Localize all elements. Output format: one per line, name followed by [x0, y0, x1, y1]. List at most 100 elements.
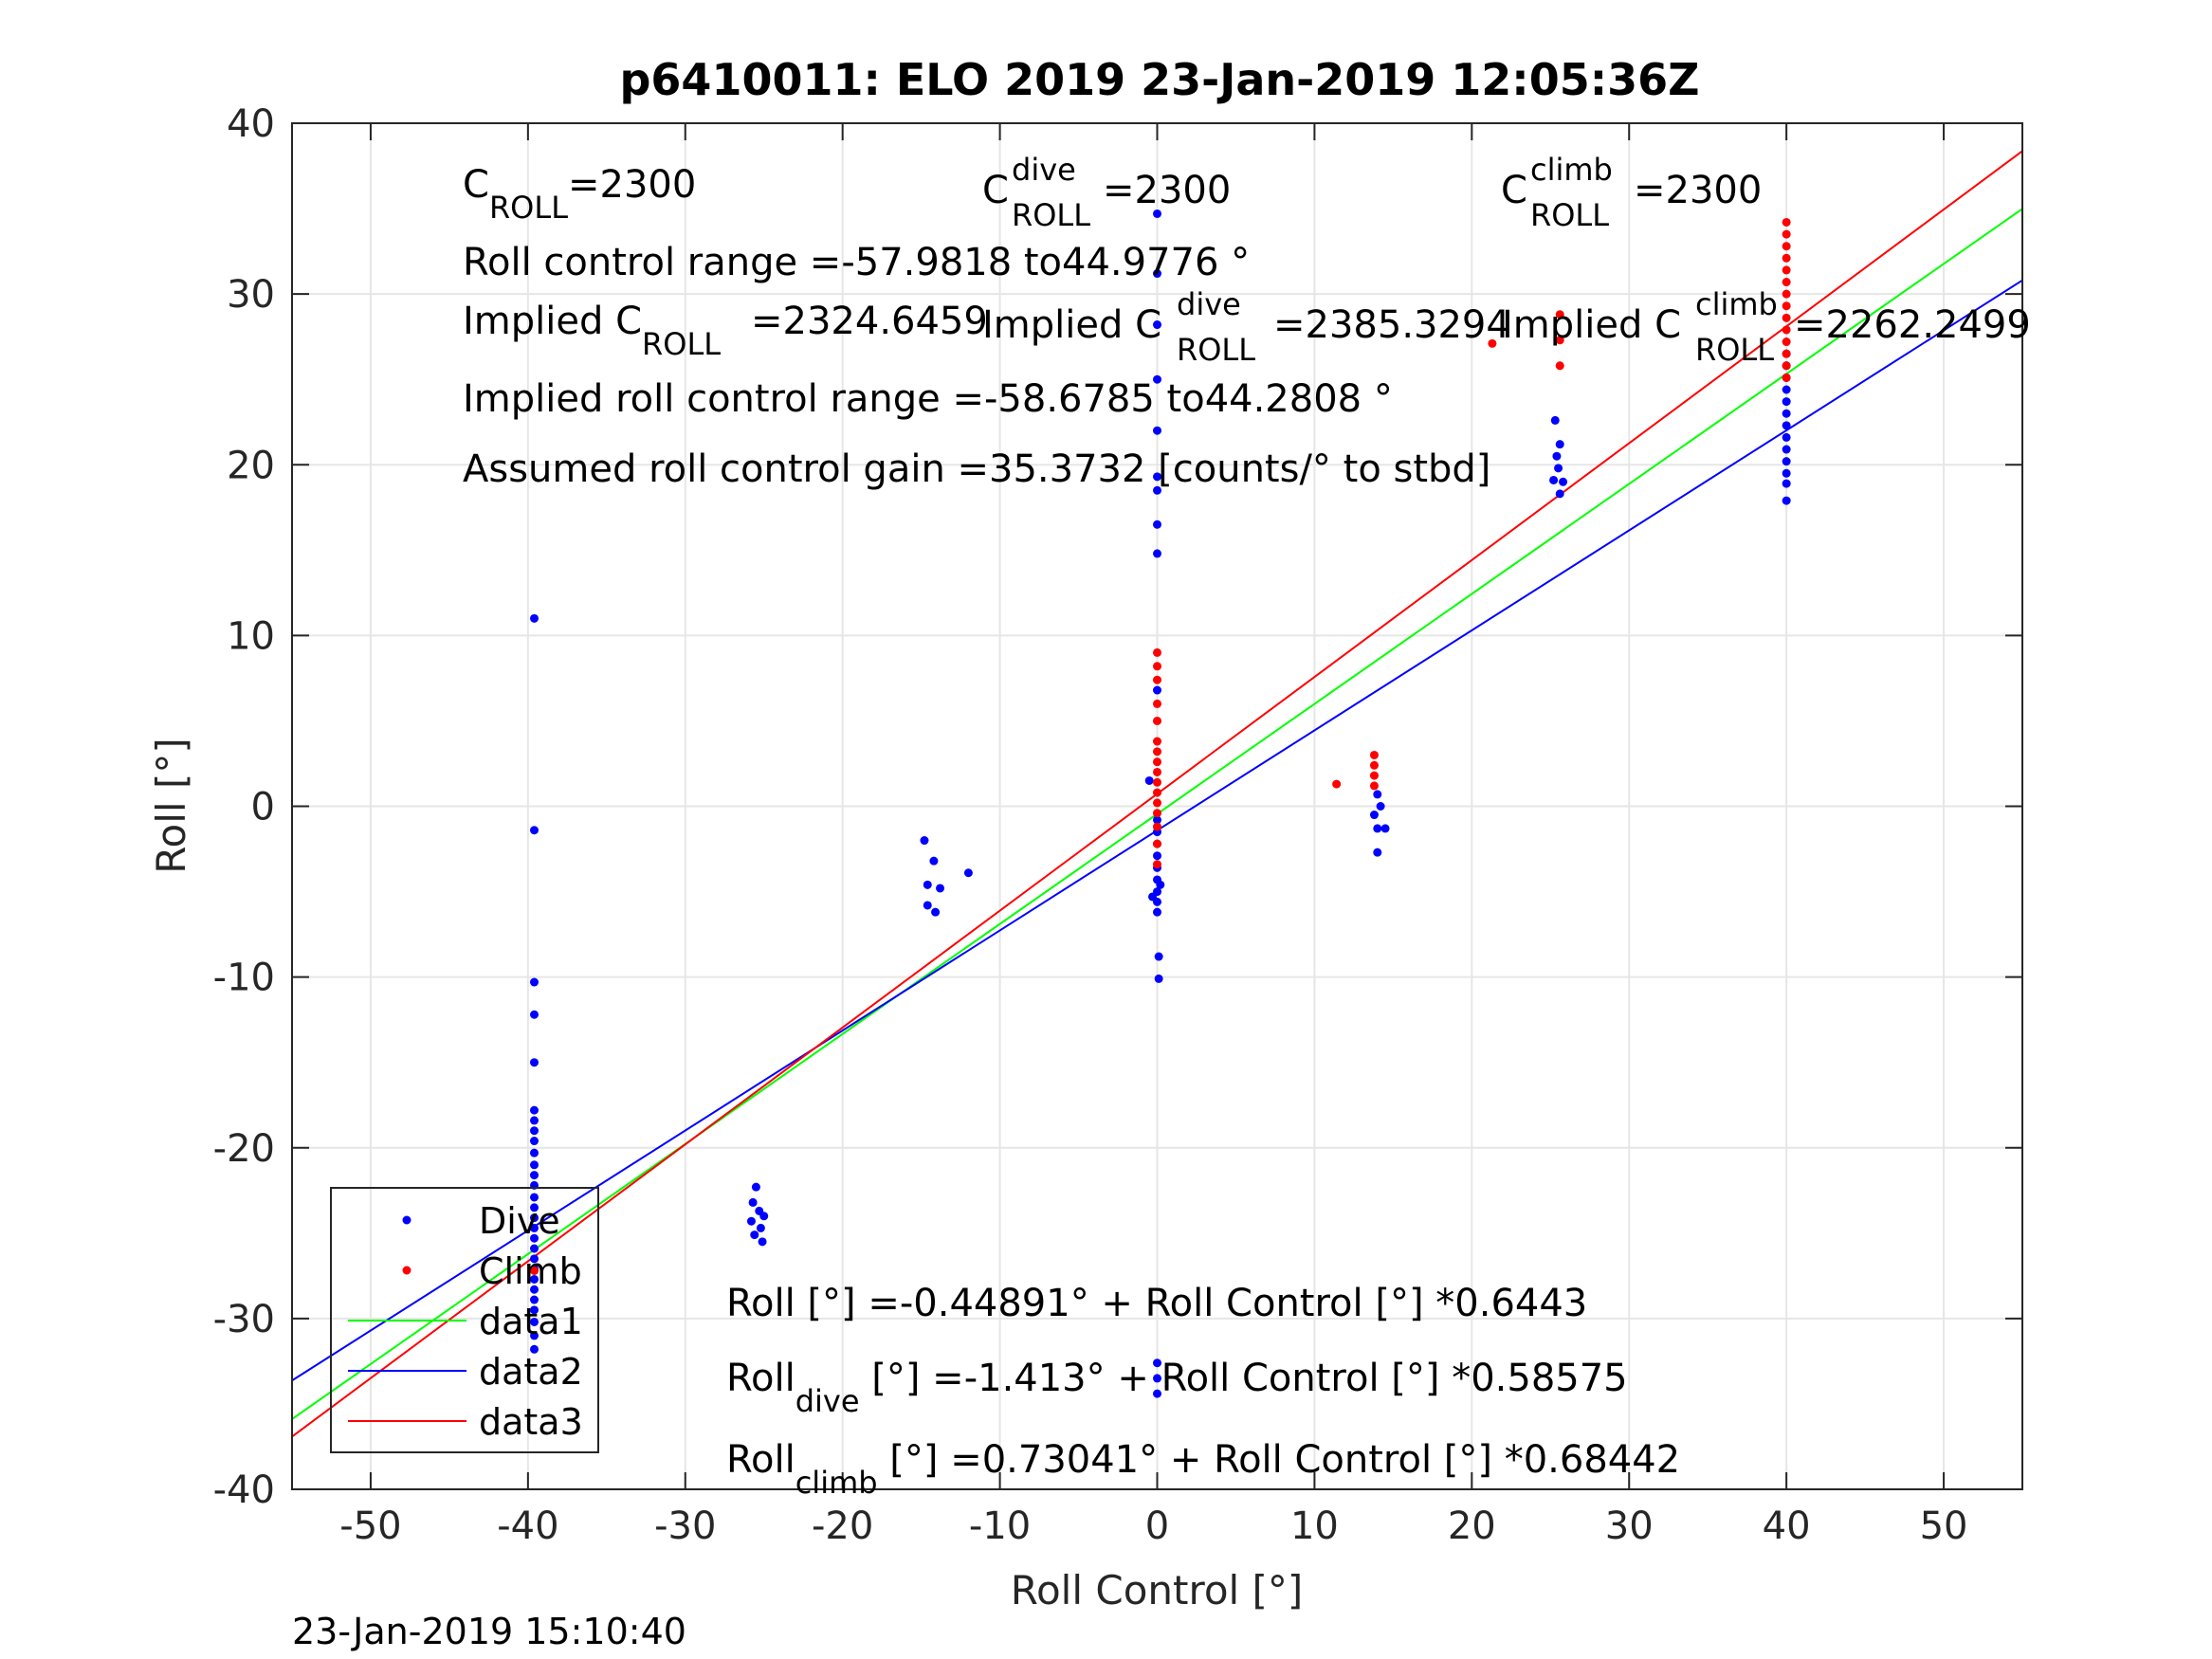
annotation-c-roll-climb: Cclimb ROLL=2300	[1501, 152, 1762, 233]
legend-item-data3: data3	[348, 1401, 583, 1443]
climb-point	[1369, 750, 1379, 759]
climb-point	[1153, 699, 1161, 708]
dive-point	[530, 1295, 539, 1304]
dive-point	[1153, 851, 1161, 861]
dive-point	[936, 884, 945, 893]
dive-point	[1559, 477, 1568, 486]
y-axis-label: Roll [°]	[148, 738, 194, 873]
legend-label-data1: data1	[479, 1301, 583, 1342]
dive-point	[530, 1126, 539, 1136]
dive-point	[1373, 848, 1382, 857]
dive-point	[530, 1160, 539, 1170]
dive-point	[1376, 802, 1385, 811]
dive-point	[530, 1285, 539, 1294]
y-tick-label: 40	[227, 102, 275, 146]
y-tick-label: -30	[213, 1298, 275, 1341]
x-tick-label: -40	[497, 1504, 558, 1548]
dive-point	[530, 826, 539, 835]
timestamp-footer: 23-Jan-2019 15:10:40	[292, 1611, 686, 1652]
dive-point	[1153, 472, 1161, 482]
climb-point	[1555, 310, 1564, 319]
dive-point	[530, 1116, 539, 1125]
dive-point	[758, 1237, 767, 1247]
dive-point	[1153, 485, 1161, 495]
climb-point	[1153, 860, 1161, 869]
dive-point	[530, 1223, 539, 1232]
dive-point	[530, 1193, 539, 1202]
dive-point	[963, 868, 973, 878]
data-points	[530, 209, 1791, 1398]
dive-point	[1153, 1358, 1161, 1368]
climb-point	[1153, 809, 1161, 818]
annotation-c-roll-dive: Cdive ROLL=2300	[982, 152, 1231, 233]
climb-point	[530, 1266, 539, 1275]
dive-point	[1153, 1389, 1161, 1398]
dive-point	[1782, 468, 1791, 478]
annotation-fit-dive: Rolldive [°] =-1.413° + Roll Control [°]…	[726, 1357, 1628, 1419]
dive-point	[1153, 269, 1161, 279]
dive-point	[1153, 209, 1161, 218]
dive-point	[530, 1203, 539, 1212]
dive-point	[1782, 457, 1791, 466]
climb-point	[1153, 675, 1161, 684]
dive-point	[923, 880, 932, 889]
dive-point	[530, 1148, 539, 1158]
climb-point	[1369, 760, 1379, 770]
climb-point	[1782, 229, 1791, 239]
dive-point	[748, 1197, 758, 1207]
dive-point	[1552, 451, 1562, 461]
dive-point	[1153, 320, 1161, 330]
climb-point	[1782, 313, 1791, 322]
dive-point	[1782, 496, 1791, 505]
dive-point	[1555, 489, 1564, 499]
dive-point	[929, 856, 939, 866]
legend-item-dive: Dive	[402, 1200, 560, 1242]
dive-point	[923, 901, 932, 910]
legend-item-data2: data2	[348, 1351, 583, 1393]
dive-point	[1153, 685, 1161, 695]
dive-point	[931, 907, 941, 917]
dive-point	[1369, 811, 1379, 820]
dive-point	[1554, 464, 1563, 473]
dive-point	[530, 1171, 539, 1180]
y-tick-label: -40	[213, 1468, 275, 1512]
climb-point	[1782, 349, 1791, 358]
annotation-implied-c-roll: Implied CROLL=2324.6459	[463, 300, 988, 362]
dive-point	[530, 1344, 539, 1354]
dive-point	[920, 836, 929, 846]
y-tick-label: 10	[227, 614, 275, 658]
climb-point	[1782, 217, 1791, 227]
climb-point	[1488, 338, 1497, 348]
dive-point	[1153, 815, 1161, 825]
legend-item-data1: data1	[348, 1301, 583, 1342]
dive-point	[1549, 475, 1559, 484]
chart-title: p6410011: ELO 2019 23-Jan-2019 12:05:36Z	[620, 54, 1700, 105]
y-tick-label: -20	[213, 1127, 275, 1171]
dive-point	[530, 1254, 539, 1264]
dive-point	[750, 1231, 759, 1240]
y-tick-label: 30	[227, 273, 275, 317]
legend-marker-dive	[402, 1215, 411, 1225]
dive-point	[1782, 397, 1791, 407]
x-tick-label: 50	[1920, 1504, 1968, 1548]
climb-point	[1369, 771, 1379, 780]
legend-label-data3: data3	[479, 1401, 583, 1443]
dive-point	[530, 1105, 539, 1115]
x-tick-label: 0	[1145, 1504, 1169, 1548]
climb-point	[1555, 361, 1564, 371]
dive-point	[530, 1244, 539, 1253]
legend-label-dive: Dive	[479, 1200, 560, 1242]
annotation-fit-climb: Rollclimb [°] =0.73041° + Roll Control […	[726, 1438, 1680, 1501]
dive-point	[1154, 974, 1163, 983]
dive-point	[746, 1216, 756, 1226]
dive-point	[1373, 824, 1382, 833]
legend-item-climb: Climb	[402, 1250, 582, 1292]
climb-point	[1782, 301, 1791, 311]
climb-point	[1153, 737, 1161, 746]
y-tick-label: -10	[213, 957, 275, 1000]
climb-point	[1153, 662, 1161, 671]
dive-point	[1153, 374, 1161, 384]
dive-point	[530, 1305, 539, 1315]
climb-point	[1153, 747, 1161, 757]
dive-point	[1156, 880, 1165, 889]
